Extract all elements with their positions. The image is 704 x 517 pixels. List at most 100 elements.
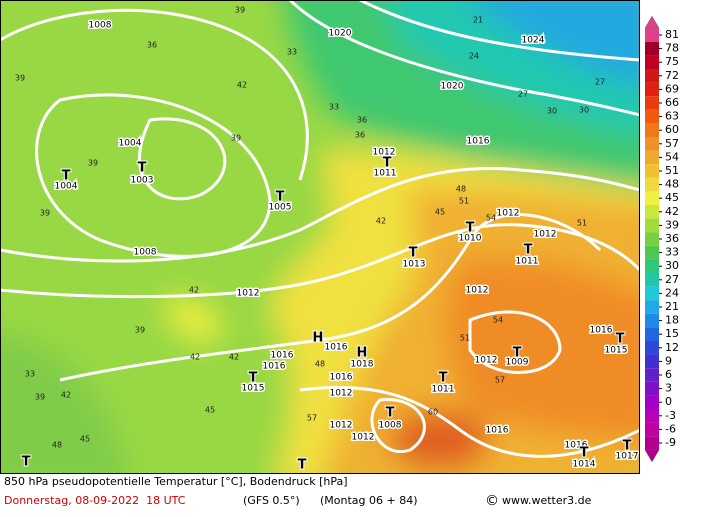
pressure-center: T xyxy=(276,190,285,205)
colorbar-band xyxy=(645,123,659,137)
pressure-label: 1016 xyxy=(467,137,490,147)
temperature-label: 33 xyxy=(287,48,297,57)
temperature-label: 39 xyxy=(235,6,245,15)
pressure-center: T xyxy=(138,161,147,176)
footer-site: www.wetter3.de xyxy=(502,494,592,507)
map-labels: 39 36 33 21 24 27 30 39 42 39 39 39 36 33 42 45 48 51 54 51… xyxy=(15,6,639,474)
pressure-label: 1012 xyxy=(330,389,353,399)
isobar xyxy=(288,1,639,117)
pressure-label: 1012 xyxy=(466,286,489,296)
colorbar-label: 39 xyxy=(665,218,679,231)
colorbar-label: 9 xyxy=(665,354,672,367)
field-region xyxy=(472,1,639,85)
isobar xyxy=(1,8,309,181)
colorbar-label: 45 xyxy=(665,191,679,204)
pressure-center: T xyxy=(22,455,31,470)
colorbar-arrow xyxy=(644,15,660,29)
colorbar-label: 15 xyxy=(665,327,679,340)
temperature-label: 42 xyxy=(190,353,200,362)
colorbar-band xyxy=(645,218,659,233)
colorbar-band xyxy=(645,368,659,382)
colorbar-band xyxy=(645,354,659,369)
colorbar-band xyxy=(645,409,659,423)
colorbar-label: 75 xyxy=(665,55,679,68)
isobar xyxy=(1,223,639,299)
pressure-label: 1005 xyxy=(269,203,292,213)
colorbar-band xyxy=(645,259,659,273)
colorbar-label: 66 xyxy=(665,96,679,109)
colorbar-label: -9 xyxy=(665,436,676,449)
colorbar-label: 51 xyxy=(665,164,679,177)
temperature-label: 54 xyxy=(486,214,496,223)
pressure-center: T xyxy=(383,156,392,171)
pressure-label: 1013 xyxy=(403,260,426,270)
colorbar-band xyxy=(645,436,659,450)
map-frame xyxy=(0,0,640,474)
colorbar-label: 42 xyxy=(665,205,679,218)
isobar xyxy=(299,385,639,458)
temperature-label: 39 xyxy=(15,74,25,83)
field-region xyxy=(390,410,490,470)
temperature-label: 21 xyxy=(473,16,483,25)
isobar xyxy=(59,213,602,382)
colorbar-label: 81 xyxy=(665,28,679,41)
colorbar-band xyxy=(645,327,659,341)
colorbar-label: 0 xyxy=(665,395,672,408)
isobar xyxy=(138,117,227,201)
pressure-label: 1015 xyxy=(242,384,265,394)
pressure-label: 1012 xyxy=(237,289,260,299)
colorbar-label: 24 xyxy=(665,286,679,299)
colorbar-label: 36 xyxy=(665,232,679,245)
colorbar-label: -3 xyxy=(665,409,676,422)
temperature-label: 39 xyxy=(135,326,145,335)
colorbar-label: -6 xyxy=(665,422,676,435)
colorbar-label: 69 xyxy=(665,82,679,95)
colorbar-label: 30 xyxy=(665,259,679,272)
map: 39 36 33 21 24 27 30 39 42 39 39 39 36 33 42 45 48 51 54 51… xyxy=(1,1,639,474)
temperature-label: 42 xyxy=(237,81,247,90)
temperature-label: 27 xyxy=(595,78,605,87)
pressure-label: 1012 xyxy=(373,148,396,158)
pressure-center: H xyxy=(357,346,368,361)
colorbar-label: 57 xyxy=(665,137,679,150)
colorbar-band xyxy=(645,286,659,301)
pressure-center: T xyxy=(524,243,533,258)
temperature-label: 48 xyxy=(315,360,325,369)
colorbar-label: 21 xyxy=(665,300,679,313)
colorbar-band xyxy=(645,232,659,246)
colorbar-band xyxy=(645,313,659,328)
colorbar-label: 12 xyxy=(665,341,679,354)
pressure-label: 1016 xyxy=(590,326,613,336)
pressure-label: 1016 xyxy=(263,362,286,372)
colorbar-label: 18 xyxy=(665,314,679,327)
pressure-center: T xyxy=(249,371,258,386)
pressure-label: 1008 xyxy=(134,248,157,258)
colorbar-band xyxy=(645,245,659,260)
temperature-label: 51 xyxy=(460,334,470,343)
temperature-label: 36 xyxy=(355,131,365,140)
isobar xyxy=(359,1,639,62)
temperature-label: 45 xyxy=(80,435,90,444)
temperature-label: 48 xyxy=(456,185,466,194)
colorbar-label: 27 xyxy=(665,273,679,286)
pressure-label: 1011 xyxy=(432,385,455,395)
pressure-center: T xyxy=(616,332,625,347)
pressure-label: 1016 xyxy=(325,343,348,353)
colorbar-band xyxy=(645,164,659,178)
isobar xyxy=(370,398,426,454)
colorbar-label: 48 xyxy=(665,178,679,191)
footer: 850 hPa pseudopotentielle Temperatur [°C… xyxy=(4,475,592,509)
pressure-label: 1004 xyxy=(55,182,78,192)
isobar xyxy=(468,310,562,374)
pressure-label: 1012 xyxy=(352,433,375,443)
pressure-label: 1015 xyxy=(605,346,628,356)
colorbar-label: 54 xyxy=(665,150,679,163)
colorbar-label: 63 xyxy=(665,110,679,123)
colorbar-band xyxy=(645,205,659,219)
pressure-label: 1014 xyxy=(573,460,596,470)
pressure-center: T xyxy=(439,371,448,386)
colorbar-band xyxy=(645,381,659,396)
colorbar-band xyxy=(645,300,659,314)
temperature-label: 30 xyxy=(547,107,557,116)
